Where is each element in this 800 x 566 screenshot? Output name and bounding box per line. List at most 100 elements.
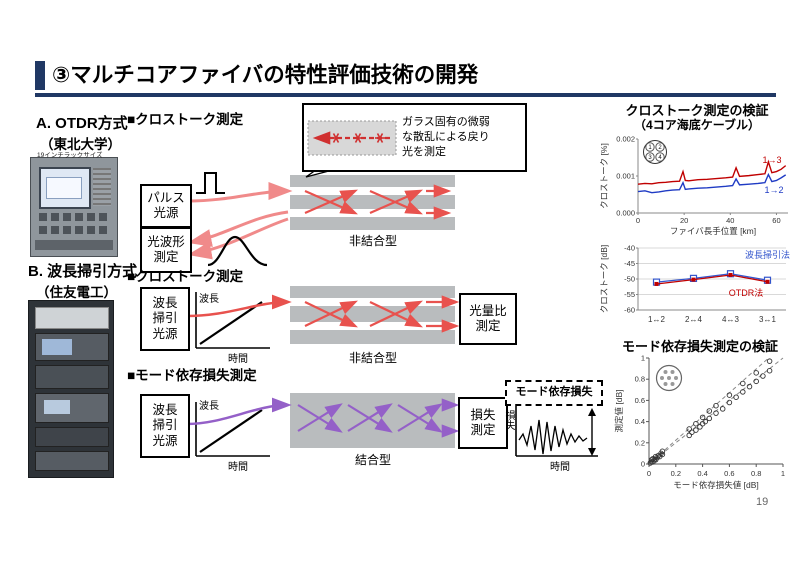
guide-line	[648, 357, 769, 465]
instrument-vents	[93, 168, 111, 206]
scatter-point	[699, 414, 706, 421]
scatter-point	[760, 373, 766, 379]
time-axis-label-3: 時間	[550, 462, 570, 473]
section-a-subheading: （東北大学）	[40, 137, 121, 152]
mdl-scatter-chart: 0 0.2 0.4 0.6 0.8 1 0 0.2 0.4 0.6 0.8 1 モード依存損失値 [dB…	[614, 354, 785, 491]
scatter-point	[686, 432, 692, 439]
instrument-screen-trace	[46, 177, 82, 199]
scatter-point	[693, 420, 699, 427]
svg-text:0.6: 0.6	[724, 469, 734, 478]
loss-range-arrow	[588, 408, 596, 456]
chart1-subtitle: （4コア海底ケーブル）	[634, 118, 760, 132]
sweep-axes-1	[195, 292, 270, 349]
page-title: ③マルチコアファイバの特性評価技術の開発	[52, 63, 479, 87]
svg-text:1: 1	[781, 469, 785, 478]
svg-text:1: 1	[648, 145, 652, 151]
pulse-waveform-glyph	[196, 172, 225, 194]
instrument-button-row-2	[39, 226, 109, 234]
scatter-point	[746, 383, 753, 390]
svg-text:-55: -55	[624, 290, 635, 299]
sweep-source-box-1: 波長 掃引 光源	[140, 287, 190, 351]
scatter-point	[686, 426, 692, 432]
rack-unit-4	[35, 427, 109, 447]
svg-text:0.000: 0.000	[616, 209, 635, 218]
rack-unit-screen	[35, 333, 109, 361]
svg-text:20: 20	[680, 216, 688, 225]
scatter-point	[659, 448, 666, 455]
scatter-point	[706, 408, 713, 414]
scatter-point	[733, 394, 739, 400]
mdl-tag-box: モード依存損失	[505, 380, 603, 406]
svg-text:ファイバ長手位置 [km]: ファイバ長手位置 [km]	[670, 226, 756, 236]
svg-text:モード依存損失値 [dB]: モード依存損失値 [dB]	[673, 480, 758, 490]
scatter-point	[719, 406, 726, 412]
instrument-screen	[39, 167, 91, 209]
svg-text:4: 4	[658, 155, 662, 161]
measure-label-xtalk-a: ■クロストーク測定	[127, 112, 244, 127]
series-1→2	[637, 172, 787, 194]
sweep-input-arrow-1	[185, 294, 292, 318]
svg-text:0: 0	[647, 469, 651, 478]
svg-text:2: 2	[658, 145, 662, 151]
coupled-mode-arrows	[297, 398, 460, 438]
fiber-label-uncoupled-a: 非結合型	[348, 234, 397, 248]
svg-text:波長掃引法: 波長掃引法	[745, 249, 790, 260]
pulse-source-box: パルス 光源	[140, 184, 192, 228]
loss-axis-label: 損失	[503, 410, 514, 430]
svg-text:0.4: 0.4	[697, 469, 707, 478]
sweep-source-box-2: 波長 掃引 光源	[140, 394, 190, 458]
svg-text:0.2: 0.2	[671, 469, 681, 478]
svg-text:40: 40	[726, 216, 734, 225]
svg-text:-60: -60	[624, 306, 635, 315]
sweep-mdl-diagram	[185, 393, 598, 457]
scatter-point	[659, 451, 666, 458]
scatter-point	[766, 367, 773, 374]
section-b-heading: B. 波長掃引方式	[28, 263, 138, 280]
scatter-point	[647, 460, 654, 466]
scatter-point	[693, 427, 699, 433]
svg-text:0.8: 0.8	[635, 375, 645, 384]
svg-text:クロストーク [dB]: クロストーク [dB]	[599, 245, 609, 313]
scatter-point	[706, 415, 713, 422]
section-a-heading: A. OTDR方式	[36, 115, 128, 132]
wavelength-axis-label-2: 波長	[199, 401, 219, 412]
scatter-point	[740, 389, 746, 395]
photo-sweep-rack	[28, 300, 114, 478]
scatter-point	[652, 453, 659, 460]
pulse-input-arrow	[187, 182, 293, 203]
series-1→3	[637, 159, 787, 185]
fiber-body-uncoupled-b	[290, 286, 455, 344]
sweep-input-arrow-2	[185, 397, 292, 426]
time-axis-label-2: 時間	[228, 462, 248, 473]
scatter-point	[726, 399, 733, 406]
crosstalk-arrows-a	[304, 184, 452, 220]
waveform-meas-box: 光波形 測定	[140, 227, 192, 273]
scatter-point	[753, 378, 759, 385]
scatter-point	[697, 424, 703, 430]
rack-unit-5	[35, 451, 109, 471]
page-number: 19	[756, 496, 769, 508]
rack-unit-top	[35, 307, 109, 329]
chart1-title: クロストーク測定の検証	[625, 103, 769, 118]
loss-waveform	[518, 419, 588, 455]
svg-text:3: 3	[648, 155, 652, 161]
svg-text:0.2: 0.2	[635, 438, 645, 447]
svg-text:0.8: 0.8	[751, 469, 761, 478]
photo-a-caption: 19インチラックサイズ	[37, 152, 103, 159]
svg-text:2↔4: 2↔4	[685, 315, 702, 324]
svg-text:1→2: 1→2	[764, 185, 783, 195]
title-underline	[35, 93, 776, 97]
svg-text:0.001: 0.001	[616, 172, 635, 181]
loss-meas-box: 損失 測定	[458, 397, 508, 449]
instrument-base	[35, 240, 113, 250]
scatter-point	[753, 370, 759, 376]
callout-text: ガラス固有の微弱 な散乱による戻り 光を測定	[402, 116, 490, 158]
instrument-button-row-1	[39, 213, 109, 221]
scatter-point	[726, 392, 733, 398]
rack-unit-3	[35, 393, 109, 423]
callout-box: ガラス固有の微弱 な散乱による戻り 光を測定	[302, 103, 527, 172]
crosstalk-comparison-chart: -40 -45 -50 -55 -60 1↔2 2↔4 4↔3 3↔1 クロストーク [dB] 波長…	[599, 244, 790, 325]
rack-screen-display	[42, 339, 72, 355]
svg-text:1↔2: 1↔2	[648, 315, 665, 324]
